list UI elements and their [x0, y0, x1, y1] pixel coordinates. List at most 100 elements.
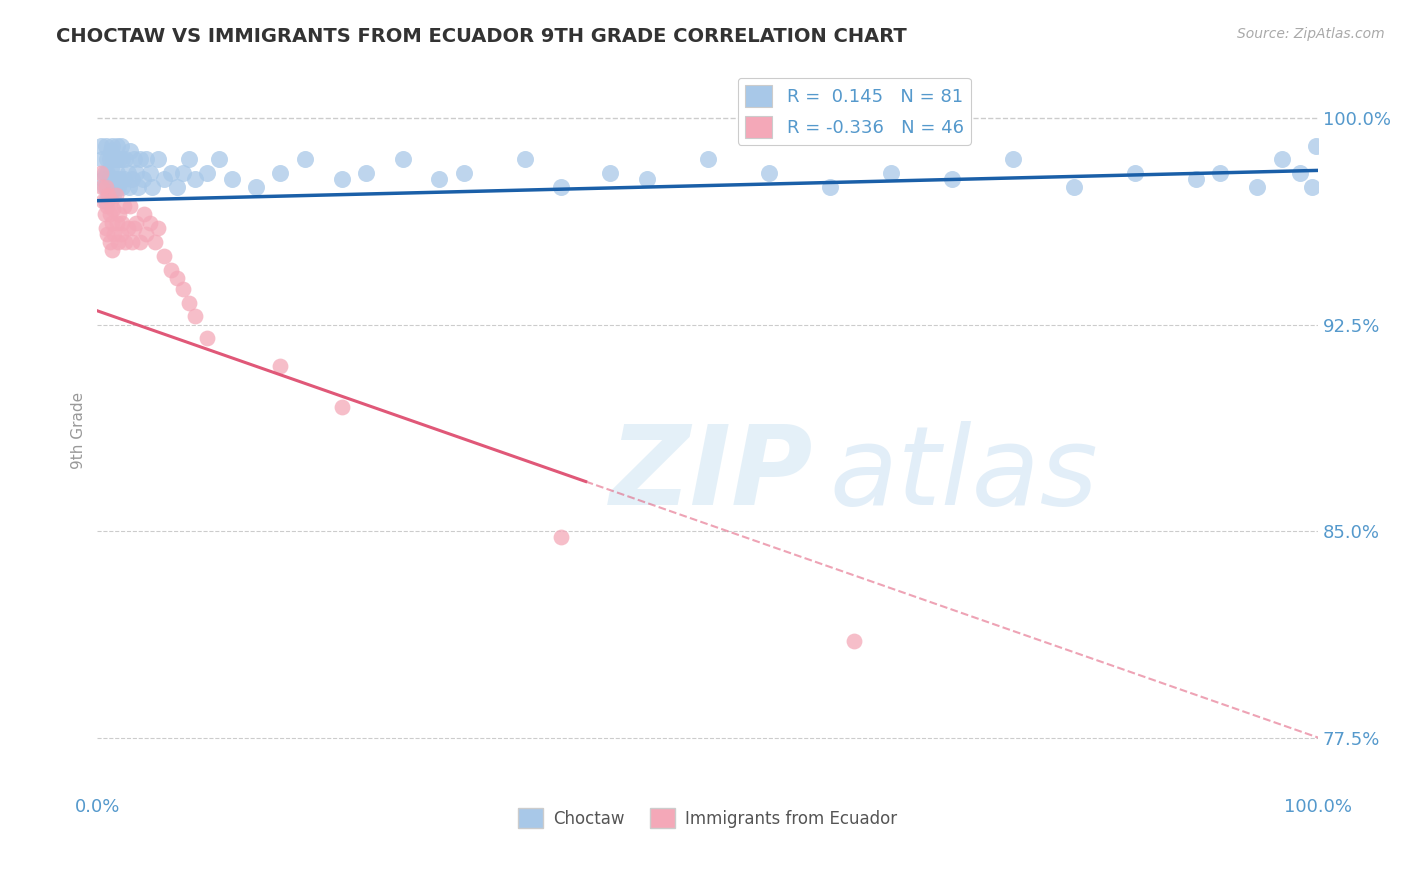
Point — [127, 180, 149, 194]
Point — [107, 235, 129, 249]
Point — [103, 202, 125, 216]
Point — [121, 171, 143, 186]
Point — [112, 171, 135, 186]
Point — [104, 188, 127, 202]
Point — [103, 180, 125, 194]
Y-axis label: 9th Grade: 9th Grade — [72, 392, 86, 469]
Point — [141, 180, 163, 194]
Point — [100, 144, 122, 158]
Point — [1001, 153, 1024, 167]
Point — [1301, 180, 1323, 194]
Text: Source: ZipAtlas.com: Source: ZipAtlas.com — [1237, 27, 1385, 41]
Point — [844, 634, 866, 648]
Point — [117, 221, 139, 235]
Point — [153, 171, 176, 186]
Point — [143, 235, 166, 249]
Point — [96, 166, 118, 180]
Point — [354, 166, 377, 180]
Point — [108, 207, 131, 221]
Point — [427, 171, 450, 186]
Point — [139, 166, 162, 180]
Legend: Choctaw, Immigrants from Ecuador: Choctaw, Immigrants from Ecuador — [512, 801, 904, 835]
Point — [98, 153, 121, 167]
Point — [172, 166, 194, 180]
Point — [97, 180, 120, 194]
Point — [93, 171, 115, 186]
Point — [148, 221, 170, 235]
Point — [117, 166, 139, 180]
Point — [330, 171, 353, 186]
Text: CHOCTAW VS IMMIGRANTS FROM ECUADOR 9TH GRADE CORRELATION CHART: CHOCTAW VS IMMIGRANTS FROM ECUADOR 9TH G… — [56, 27, 907, 45]
Point — [122, 153, 145, 167]
Point — [166, 270, 188, 285]
Point — [135, 227, 157, 241]
Point — [111, 153, 134, 167]
Point — [104, 171, 127, 186]
Point — [90, 166, 112, 180]
Point — [94, 221, 117, 235]
Point — [101, 216, 124, 230]
Point — [100, 161, 122, 175]
Point — [269, 166, 291, 180]
Point — [195, 331, 218, 345]
Point — [96, 153, 118, 167]
Point — [132, 207, 155, 221]
Point — [818, 180, 841, 194]
Point — [103, 153, 125, 167]
Point — [1209, 166, 1232, 180]
Point — [110, 138, 132, 153]
Point — [96, 227, 118, 241]
Point — [1246, 180, 1268, 194]
Point — [208, 153, 231, 167]
Point — [93, 166, 115, 180]
Point — [94, 180, 117, 194]
Point — [131, 171, 153, 186]
Point — [1123, 166, 1146, 180]
Point — [105, 216, 128, 230]
Point — [135, 153, 157, 167]
Point — [101, 244, 124, 258]
Point — [184, 310, 207, 324]
Point — [758, 166, 780, 180]
Point — [98, 188, 121, 202]
Point — [599, 166, 621, 180]
Point — [330, 400, 353, 414]
Point — [90, 138, 112, 153]
Point — [125, 216, 148, 230]
Point — [513, 153, 536, 167]
Point — [104, 153, 127, 167]
Point — [110, 227, 132, 241]
Text: atlas: atlas — [830, 420, 1098, 527]
Point — [111, 180, 134, 194]
Point — [111, 216, 134, 230]
Point — [550, 180, 572, 194]
Point — [1288, 166, 1310, 180]
Point — [114, 235, 136, 249]
Point — [96, 199, 118, 213]
Point — [103, 227, 125, 241]
Point — [108, 153, 131, 167]
Point — [696, 153, 718, 167]
Point — [98, 235, 121, 249]
Point — [94, 138, 117, 153]
Point — [159, 262, 181, 277]
Point — [103, 188, 125, 202]
Point — [120, 199, 142, 213]
Point — [184, 171, 207, 186]
Point — [129, 235, 152, 249]
Point — [139, 216, 162, 230]
Point — [245, 180, 267, 194]
Point — [118, 180, 141, 194]
Point — [93, 180, 115, 194]
Point — [100, 194, 122, 208]
Point — [1185, 171, 1208, 186]
Point — [122, 221, 145, 235]
Text: ZIP: ZIP — [610, 420, 814, 527]
Point — [941, 171, 963, 186]
Point — [391, 153, 413, 167]
Point — [105, 138, 128, 153]
Point — [172, 282, 194, 296]
Point — [1305, 138, 1327, 153]
Point — [101, 171, 124, 186]
Point — [166, 180, 188, 194]
